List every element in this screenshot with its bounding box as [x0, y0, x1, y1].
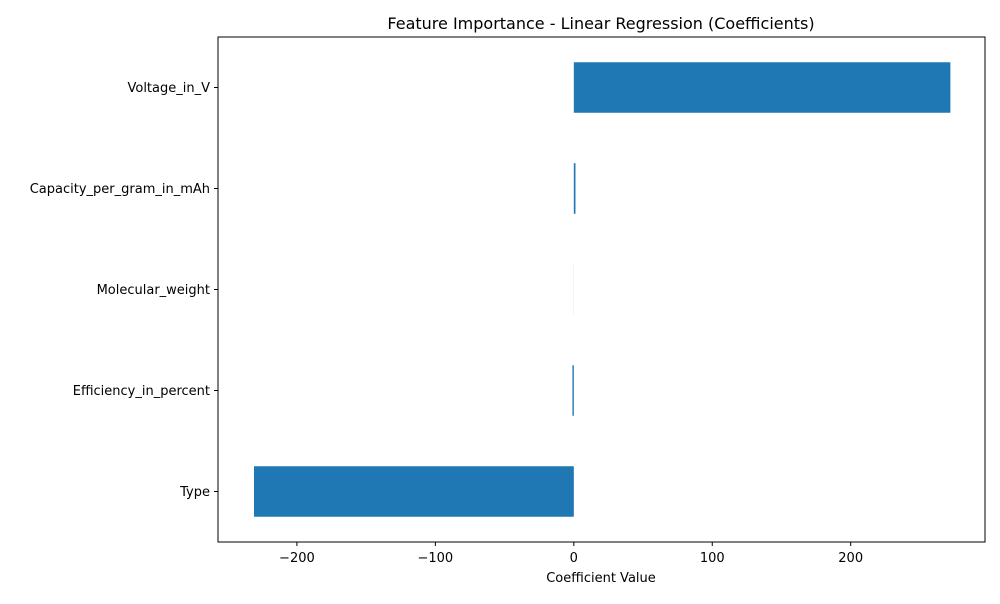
- y-tick-label: Molecular_weight: [97, 283, 210, 298]
- x-tick-label: 100: [700, 551, 725, 566]
- y-tick-label: Voltage_in_V: [127, 81, 210, 96]
- bar-Capacity_per_gram_in_mAh: [574, 163, 576, 214]
- x-tick-label: 200: [838, 551, 863, 566]
- chart-title: Feature Importance - Linear Regression (…: [387, 14, 814, 33]
- plot-area: Voltage_in_V Capacity_per_gram_in_mAh Mole…: [30, 37, 985, 566]
- x-tick-label: 0: [570, 551, 578, 566]
- x-axis-label: Coefficient Value: [546, 571, 656, 586]
- x-tick-label: −200: [279, 551, 315, 566]
- bar-Efficiency_in_percent: [572, 365, 573, 416]
- x-tick-label: −100: [418, 551, 454, 566]
- y-tick-label: Efficiency_in_percent: [73, 384, 210, 399]
- bar-Type: [254, 466, 574, 517]
- y-tick-label: Type: [179, 485, 210, 500]
- y-tick-label: Capacity_per_gram_in_mAh: [30, 182, 210, 197]
- bar-Voltage_in_V: [574, 62, 951, 113]
